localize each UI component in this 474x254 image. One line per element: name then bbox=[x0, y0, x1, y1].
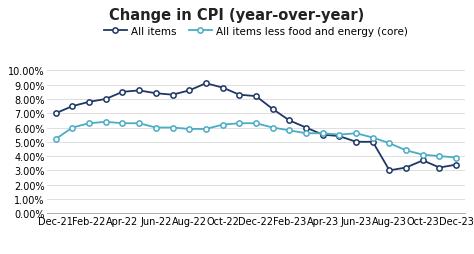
All items bbox=[437, 166, 442, 169]
All items bbox=[270, 108, 275, 111]
All items less food and energy (core) bbox=[153, 126, 159, 130]
All items bbox=[237, 94, 242, 97]
Line: All items: All items bbox=[53, 81, 459, 173]
All items less food and energy (core) bbox=[303, 132, 309, 135]
All items bbox=[103, 98, 109, 101]
All items bbox=[320, 134, 326, 137]
All items less food and energy (core) bbox=[286, 129, 292, 132]
All items less food and energy (core) bbox=[220, 124, 226, 127]
All items bbox=[370, 141, 375, 144]
All items bbox=[387, 169, 392, 172]
All items less food and energy (core) bbox=[53, 138, 59, 141]
All items less food and energy (core) bbox=[353, 132, 359, 135]
All items bbox=[203, 82, 209, 85]
All items bbox=[253, 95, 259, 98]
All items bbox=[119, 91, 125, 94]
All items bbox=[303, 126, 309, 130]
All items less food and energy (core) bbox=[453, 156, 459, 160]
All items bbox=[220, 87, 226, 90]
All items less food and energy (core) bbox=[320, 132, 326, 135]
All items less food and energy (core) bbox=[370, 136, 375, 139]
All items less food and energy (core) bbox=[403, 149, 409, 152]
All items bbox=[70, 105, 75, 108]
All items bbox=[337, 135, 342, 138]
All items bbox=[353, 141, 359, 144]
Legend: All items, All items less food and energy (core): All items, All items less food and energ… bbox=[100, 22, 412, 41]
All items less food and energy (core) bbox=[86, 122, 92, 125]
All items bbox=[170, 94, 175, 97]
All items less food and energy (core) bbox=[437, 155, 442, 158]
All items less food and energy (core) bbox=[137, 122, 142, 125]
All items less food and energy (core) bbox=[337, 134, 342, 137]
All items less food and energy (core) bbox=[387, 142, 392, 145]
All items less food and energy (core) bbox=[237, 122, 242, 125]
All items less food and energy (core) bbox=[170, 126, 175, 130]
All items less food and energy (core) bbox=[420, 153, 426, 156]
All items bbox=[153, 92, 159, 96]
All items less food and energy (core) bbox=[103, 121, 109, 124]
All items less food and energy (core) bbox=[70, 126, 75, 130]
All items less food and energy (core) bbox=[119, 122, 125, 125]
All items bbox=[137, 89, 142, 92]
All items less food and energy (core) bbox=[186, 128, 192, 131]
All items bbox=[453, 164, 459, 167]
All items bbox=[186, 89, 192, 92]
All items less food and energy (core) bbox=[203, 128, 209, 131]
All items bbox=[53, 112, 59, 115]
All items bbox=[286, 119, 292, 122]
Line: All items less food and energy (core): All items less food and energy (core) bbox=[53, 120, 459, 161]
All items less food and energy (core) bbox=[270, 126, 275, 130]
All items less food and energy (core) bbox=[253, 122, 259, 125]
All items bbox=[86, 101, 92, 104]
Text: Change in CPI (year-over-year): Change in CPI (year-over-year) bbox=[109, 8, 365, 23]
All items bbox=[420, 159, 426, 162]
All items bbox=[403, 166, 409, 169]
